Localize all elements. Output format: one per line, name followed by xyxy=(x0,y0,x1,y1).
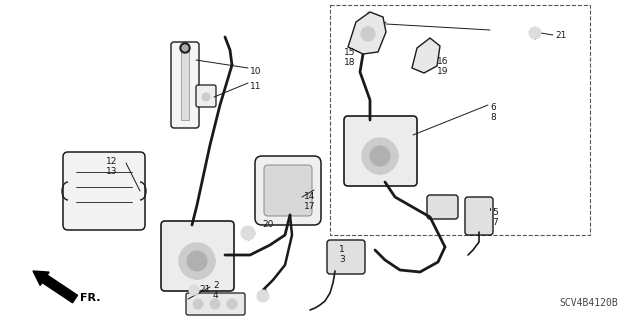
Circle shape xyxy=(187,251,207,271)
Text: 16: 16 xyxy=(437,57,449,66)
Text: 3: 3 xyxy=(339,255,345,264)
Circle shape xyxy=(529,27,541,39)
Circle shape xyxy=(362,138,398,174)
FancyBboxPatch shape xyxy=(465,197,493,235)
FancyBboxPatch shape xyxy=(196,85,216,107)
Text: 2: 2 xyxy=(213,281,219,290)
Text: 6: 6 xyxy=(490,103,496,112)
Text: 20: 20 xyxy=(262,220,273,229)
Text: 10: 10 xyxy=(250,67,262,76)
FancyBboxPatch shape xyxy=(161,221,234,291)
Text: 12: 12 xyxy=(106,157,117,166)
FancyBboxPatch shape xyxy=(63,152,145,230)
Polygon shape xyxy=(348,12,386,54)
Text: 11: 11 xyxy=(250,82,262,91)
Text: FR.: FR. xyxy=(80,293,100,303)
Text: 21: 21 xyxy=(199,285,211,294)
Text: 5: 5 xyxy=(492,208,498,217)
Circle shape xyxy=(210,299,220,309)
Text: 7: 7 xyxy=(492,218,498,227)
FancyArrow shape xyxy=(33,271,77,303)
Circle shape xyxy=(179,243,215,279)
Circle shape xyxy=(182,45,188,51)
Circle shape xyxy=(241,226,255,240)
FancyBboxPatch shape xyxy=(186,293,245,315)
Text: 4: 4 xyxy=(213,291,219,300)
Circle shape xyxy=(180,43,190,53)
Circle shape xyxy=(202,93,210,101)
Text: 1: 1 xyxy=(339,245,345,254)
Bar xyxy=(181,50,189,120)
Text: 19: 19 xyxy=(437,67,449,76)
FancyBboxPatch shape xyxy=(344,116,417,186)
Circle shape xyxy=(257,290,269,302)
Text: 14: 14 xyxy=(304,192,316,201)
FancyBboxPatch shape xyxy=(427,195,458,219)
Text: 8: 8 xyxy=(490,113,496,122)
Bar xyxy=(330,5,590,235)
Text: 15: 15 xyxy=(344,48,355,57)
Circle shape xyxy=(189,285,199,295)
Text: 21: 21 xyxy=(555,31,566,40)
Circle shape xyxy=(361,27,375,41)
Circle shape xyxy=(227,299,237,309)
Text: 18: 18 xyxy=(344,58,355,67)
Text: 17: 17 xyxy=(304,202,316,211)
Text: SCV4B4120B: SCV4B4120B xyxy=(559,298,618,308)
FancyBboxPatch shape xyxy=(327,240,365,274)
Circle shape xyxy=(193,299,203,309)
FancyBboxPatch shape xyxy=(264,165,312,216)
Circle shape xyxy=(370,146,390,166)
Text: 9: 9 xyxy=(261,289,267,298)
Polygon shape xyxy=(412,38,440,73)
Text: 13: 13 xyxy=(106,167,118,176)
FancyBboxPatch shape xyxy=(255,156,321,225)
FancyBboxPatch shape xyxy=(171,42,199,128)
